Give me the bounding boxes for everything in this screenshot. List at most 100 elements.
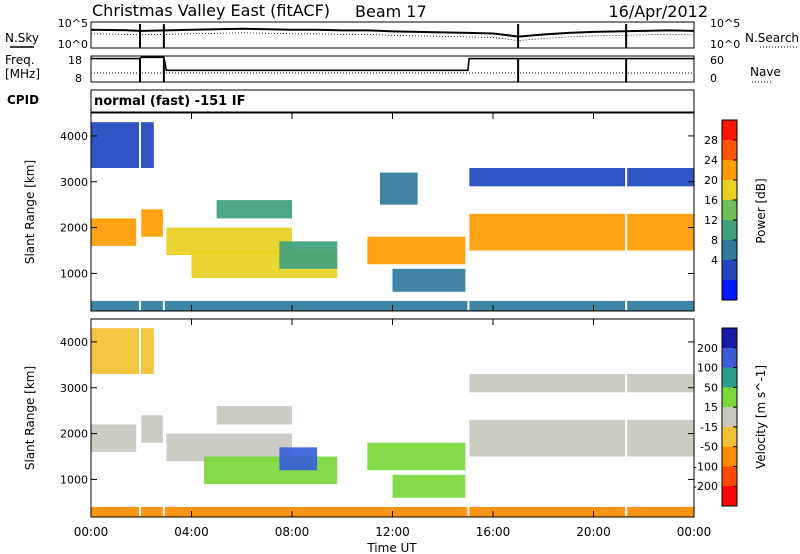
power-region: [467, 213, 694, 251]
velocity-colorbar-band: [722, 426, 737, 448]
velocity-colorbar-band: [722, 407, 737, 428]
nsky-label: N.Sky: [5, 31, 39, 45]
velocity-region: [367, 442, 466, 471]
freq-tick-bottom: 8: [75, 72, 82, 85]
velocity-region: [467, 419, 694, 457]
velocity-data-gap: [162, 320, 165, 516]
power-region: [91, 218, 137, 246]
velocity-region: [216, 406, 292, 425]
mode-label: normal (fast) -151 IF: [94, 94, 245, 109]
velocity-colorbar-band: [722, 328, 737, 349]
power-region: [279, 241, 338, 269]
frequency-line: [91, 56, 694, 72]
power-y-axis-label: Slant Range [km]: [23, 160, 37, 264]
power-y-tick-label: 1000: [60, 267, 88, 280]
velocity-colorbar-band: [722, 367, 737, 388]
power-panel: 1000 2000 3000 4000 Slant Range [km]: [23, 112, 695, 312]
velocity-colorbar-band: [722, 387, 737, 408]
freq-panel-frame: [90, 55, 695, 83]
velocity-y-axis-label: Slant Range [km]: [23, 366, 37, 470]
power-y-tick-label: 2000: [60, 222, 88, 235]
velocity-colorbar-label: 200: [697, 342, 718, 355]
power-y-tick-label: 4000: [60, 130, 88, 143]
velocity-region: [141, 415, 164, 443]
search-noise-line: [90, 32, 695, 41]
nave-tick-bottom: 0: [710, 72, 717, 85]
cpid-panel-frame: [90, 89, 695, 113]
x-tick-label: 20:00: [576, 525, 611, 539]
velocity-region: [91, 424, 137, 452]
power-data-gap: [625, 114, 628, 310]
x-tick-label: 00:00: [677, 525, 712, 539]
velocity-y-tick-label: 3000: [60, 382, 88, 395]
power-region: [392, 268, 466, 292]
power-colorbar-band: [722, 220, 737, 241]
x-axis-label: Time UT: [366, 541, 417, 554]
freq-label-line1: Freq.: [5, 53, 35, 67]
velocity-colorbar-label: 100: [697, 362, 718, 375]
nave-label: Nave: [750, 65, 781, 79]
sky-noise-line: [90, 27, 695, 38]
nsky-tick-top: 10^5: [58, 17, 88, 30]
power-colorbar-label: Power [dB]: [754, 178, 768, 243]
velocity-colorbar-frame: [721, 327, 738, 507]
noise-panel: [90, 21, 695, 49]
nsky-tick-bottom: 10^0: [58, 38, 88, 51]
power-region: [141, 209, 164, 237]
power-y-tick-label: 3000: [60, 176, 88, 189]
velocity-colorbar-band: [722, 486, 737, 507]
freq-panel: [90, 55, 695, 83]
noise-panel-frame: [90, 21, 695, 49]
power-colorbar-label: 12: [704, 214, 718, 227]
velocity-panel: 1000 2000 3000 4000 Slant Range [km]: [23, 318, 695, 518]
nsearch-tick-top: 10^5: [710, 17, 740, 30]
freq-label-line2: [MHz]: [5, 67, 40, 81]
velocity-data-gap: [138, 320, 141, 516]
station-title: Christmas Valley East (fitACF): [92, 1, 330, 20]
velocity-colorbar-label: 15: [704, 401, 718, 414]
power-colorbar-band: [722, 120, 737, 141]
x-tick-label: 04:00: [174, 525, 209, 539]
velocity-colorbar-label: 50: [704, 381, 718, 394]
velocity-data-gap: [625, 320, 628, 516]
power-region: [91, 122, 154, 168]
power-colorbar-label: 28: [704, 134, 718, 147]
velocity-region: [91, 328, 154, 374]
velocity-y-tick-label: 4000: [60, 336, 88, 349]
velocity-colorbar-label: -15: [700, 421, 718, 434]
power-colorbar-band: [722, 200, 737, 221]
nsearch-label: N.Search: [745, 31, 799, 45]
power-region: [367, 236, 466, 265]
power-colorbar-band: [722, 180, 737, 201]
power-data-gap: [467, 114, 470, 310]
velocity-region: [204, 456, 338, 484]
velocity-colorbar-band: [722, 466, 737, 487]
power-colorbar-label: 24: [704, 154, 718, 167]
power-colorbar-band: [722, 240, 737, 261]
nsearch-tick-bottom: 10^0: [710, 38, 740, 51]
power-colorbar-label: 16: [704, 194, 718, 207]
x-tick-label: 12:00: [375, 525, 410, 539]
nave-tick-top: 60: [710, 54, 724, 67]
velocity-colorbar-label: -100: [693, 460, 718, 473]
power-colorbar-label: 4: [711, 254, 718, 267]
velocity-y-tick-label: 1000: [60, 473, 88, 486]
power-colorbar-label: 8: [711, 234, 718, 247]
power-colorbar-label: 20: [704, 174, 718, 187]
power-colorbar-band: [722, 280, 737, 301]
velocity-y-tick-label: 2000: [60, 428, 88, 441]
x-tick-label: 08:00: [275, 525, 310, 539]
velocity-region: [392, 474, 466, 498]
power-colorbar-band: [722, 160, 737, 181]
date-label: 16/Apr/2012: [608, 2, 708, 21]
power-data-gap: [138, 114, 141, 310]
x-tick-label: 16:00: [476, 525, 511, 539]
velocity-region: [467, 374, 694, 393]
velocity-colorbar-label: -50: [700, 441, 718, 454]
power-colorbar-band: [722, 140, 737, 161]
power-colorbar-band: [722, 260, 737, 281]
x-tick-label: 00:00: [74, 525, 109, 539]
velocity-data-gap: [467, 320, 470, 516]
power-region: [216, 200, 292, 219]
